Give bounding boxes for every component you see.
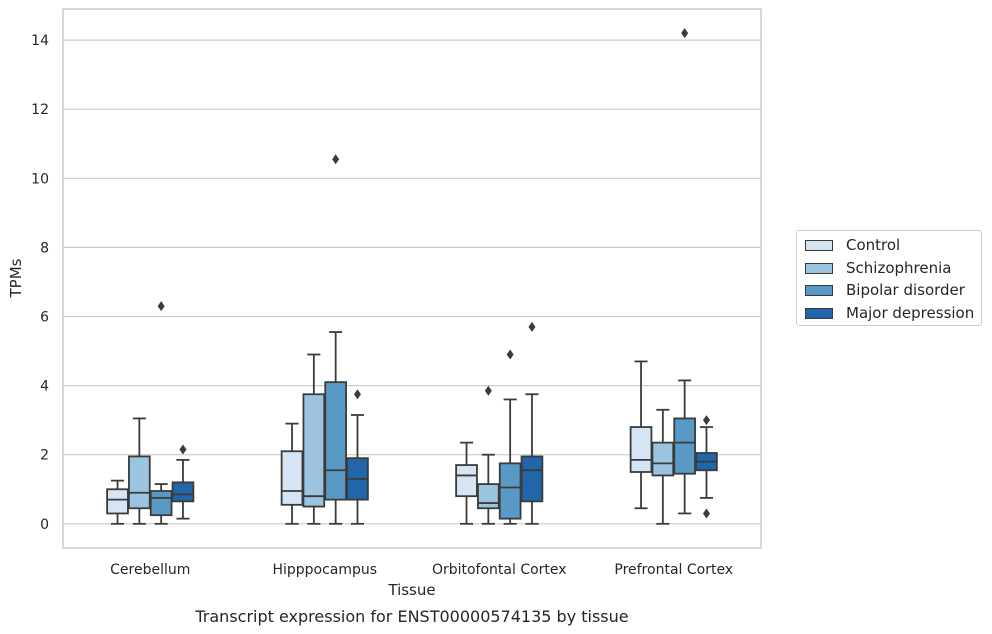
box-body xyxy=(324,381,347,501)
outlier-point xyxy=(702,508,710,519)
box-major-depression xyxy=(171,444,195,520)
box-schizophrenia xyxy=(477,385,500,525)
box-body xyxy=(171,481,195,503)
legend-label-control: Control xyxy=(846,236,901,254)
legend-label-schizophrenia: Schizophrenia xyxy=(846,259,952,277)
x-tick-label: Orbitofontal Cortex xyxy=(432,562,567,578)
boxes xyxy=(106,28,718,525)
box-body xyxy=(149,490,173,517)
y-tick-labels: 0 2 4 6 8 10 12 14 xyxy=(31,33,49,533)
legend-swatch-bipolar-disorder xyxy=(805,284,833,296)
legend-item-major-depression: Major depression xyxy=(805,303,974,323)
box-control xyxy=(455,441,478,525)
plot-frame xyxy=(62,8,762,549)
box-bipolar-disorder xyxy=(149,301,173,525)
box-schizophrenia xyxy=(651,408,675,525)
box-schizophrenia xyxy=(302,353,326,525)
box-bipolar-disorder xyxy=(498,349,522,525)
legend-swatch-schizophrenia xyxy=(805,262,833,274)
box-major-depression xyxy=(520,321,544,525)
box-bipolar-disorder xyxy=(673,28,696,515)
legend-label-bipolar-disorder: Bipolar disorder xyxy=(846,281,965,299)
box-body xyxy=(455,464,478,498)
box-control xyxy=(629,360,653,510)
y-tick-label: 14 xyxy=(31,33,49,49)
box-bipolar-disorder xyxy=(324,154,347,525)
x-axis-label: Tissue xyxy=(387,581,435,599)
box-body xyxy=(673,417,696,475)
x-tick-label: Prefrontal Cortex xyxy=(614,562,733,578)
y-axis-label: TPMs xyxy=(7,258,25,298)
y-tick-label: 8 xyxy=(40,240,49,256)
legend-swatch-major-depression xyxy=(805,307,833,319)
outlier-point xyxy=(702,415,710,426)
y-tick-label: 12 xyxy=(31,102,49,118)
box-body xyxy=(477,483,500,510)
box-control xyxy=(106,479,129,525)
x-tick-labels: Cerebellum Hipppocampus Orbitofontal Corte… xyxy=(110,562,733,578)
y-tick-label: 6 xyxy=(40,310,49,326)
box-major-depression xyxy=(346,389,369,525)
box-body xyxy=(520,455,544,503)
y-tick-label: 4 xyxy=(40,379,49,395)
outlier-point xyxy=(353,389,361,400)
y-tick-label: 10 xyxy=(31,171,49,187)
box-major-depression xyxy=(695,415,718,519)
y-tick-label: 0 xyxy=(40,517,49,533)
box-body xyxy=(106,488,129,515)
box-body xyxy=(280,450,304,506)
x-tick-label: Hipppocampus xyxy=(272,562,377,578)
outlier-point xyxy=(681,28,689,39)
x-tick-label: Cerebellum xyxy=(110,562,190,578)
legend-item-control: Control xyxy=(805,235,900,255)
legend-item-schizophrenia: Schizophrenia xyxy=(805,258,951,278)
box-schizophrenia xyxy=(128,417,151,525)
legend-swatch-control xyxy=(805,239,833,251)
outlier-point xyxy=(179,444,187,455)
outlier-point xyxy=(528,321,536,332)
box-body xyxy=(302,393,326,508)
gridlines xyxy=(63,39,761,525)
outlier-point xyxy=(157,301,165,312)
outlier-point xyxy=(484,385,492,396)
y-tick-label: 2 xyxy=(40,448,49,464)
legend-item-bipolar-disorder: Bipolar disorder xyxy=(805,280,965,300)
legend: Control Schizophrenia Bipolar disorder M… xyxy=(796,230,982,326)
outlier-point xyxy=(506,349,514,360)
box-body xyxy=(498,462,522,520)
legend-label-major-depression: Major depression xyxy=(846,304,975,322)
box-control xyxy=(280,422,304,525)
outlier-point xyxy=(332,154,340,165)
box-body xyxy=(629,426,653,473)
chart-title: Transcript expression for ENST0000057413… xyxy=(194,607,628,626)
box-body xyxy=(651,441,675,477)
box-body xyxy=(128,455,151,510)
